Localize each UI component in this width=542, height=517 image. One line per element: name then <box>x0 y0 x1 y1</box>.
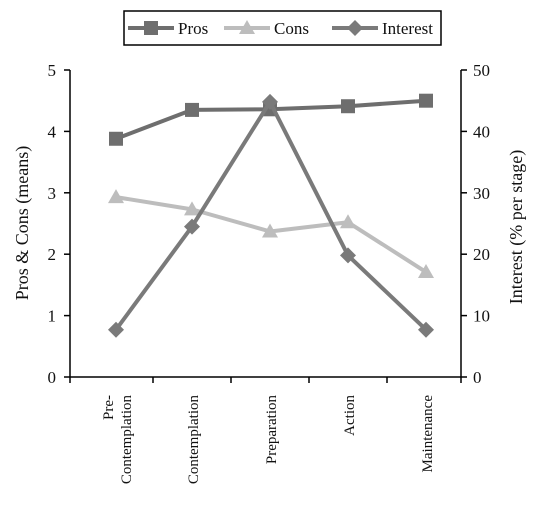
y-tick-label: 4 <box>48 122 57 141</box>
legend-label: Cons <box>274 19 309 38</box>
data-point <box>108 321 124 338</box>
data-point <box>185 102 199 117</box>
legend-box <box>123 10 442 46</box>
data-point <box>262 223 278 238</box>
data-point <box>262 93 278 110</box>
legend-label: Interest <box>382 19 433 38</box>
x-tick-label-line: Action <box>342 395 358 436</box>
x-tick-label: Action <box>342 395 358 436</box>
x-tick-label-line: Maintenance <box>420 395 436 473</box>
y-axis-title-right: Interest (% per stage) <box>506 150 527 304</box>
y-axis-title: Pros & Cons (means) <box>12 146 33 301</box>
y-tick-label: 5 <box>48 61 57 80</box>
data-point <box>184 218 200 235</box>
y-tick-label-right: 40 <box>473 122 490 141</box>
data-point <box>419 93 433 108</box>
y-tick-label-right: 0 <box>473 368 482 387</box>
legend-marker <box>347 20 363 36</box>
y-tick-label-right: 50 <box>473 61 490 80</box>
data-point <box>109 131 123 146</box>
y-tick-label: 0 <box>48 368 57 387</box>
y-tick-label: 3 <box>48 184 57 203</box>
legend-item-interest: Interest <box>332 19 433 38</box>
legend-marker <box>144 21 158 35</box>
legend-item-cons: Cons <box>224 19 309 38</box>
series-interest <box>108 93 434 338</box>
y-tick-label: 1 <box>48 307 57 326</box>
x-tick-label: Contemplation <box>186 395 202 485</box>
data-point <box>418 321 434 338</box>
series-line <box>114 99 428 332</box>
data-point <box>418 264 434 279</box>
x-tick-label-line: Contemplation <box>119 395 135 485</box>
series-cons <box>108 189 434 279</box>
legend-label: Pros <box>178 19 208 38</box>
data-point <box>184 201 200 216</box>
legend-marker <box>239 20 255 34</box>
x-tick-label: Maintenance <box>420 395 436 473</box>
y-tick-label-right: 20 <box>473 245 490 264</box>
data-point <box>341 99 355 114</box>
x-tick-label-line: Pre- <box>101 395 117 420</box>
x-tick-label-line: Contemplation <box>186 395 202 485</box>
legend: Pros Cons Interest <box>123 10 442 46</box>
y-tick-label-right: 10 <box>473 307 490 326</box>
x-tick-label: Preparation <box>264 395 280 465</box>
legend-item-pros: Pros <box>128 19 208 38</box>
x-tick-label: Pre- Contemplation <box>101 395 135 485</box>
data-point <box>108 189 124 204</box>
y-tick-label-right: 30 <box>473 184 490 203</box>
data-point <box>340 214 356 229</box>
y-tick-label: 2 <box>48 245 57 264</box>
data-point <box>340 247 356 264</box>
x-tick-label-line: Preparation <box>264 395 280 465</box>
